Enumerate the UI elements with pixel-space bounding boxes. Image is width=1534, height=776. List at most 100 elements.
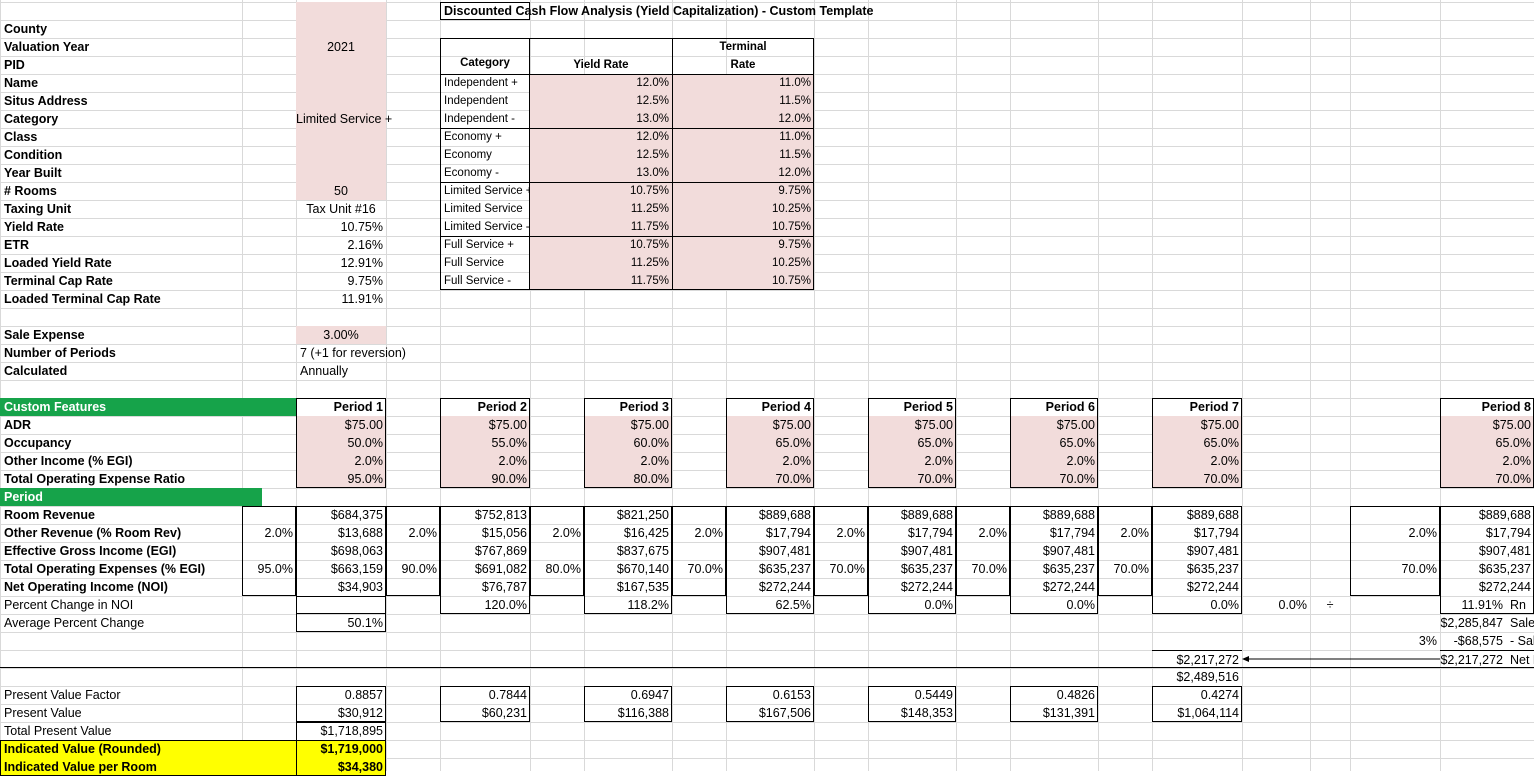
period-8-value[interactable]: $635,237 (1478, 562, 1531, 576)
period-5-value[interactable]: $272,244 (900, 580, 953, 594)
period-5-custom[interactable]: Period 5 (903, 400, 953, 414)
period-3-value[interactable]: 118.2% (627, 598, 669, 612)
rate-category[interactable]: Limited Service + (444, 185, 533, 197)
subject-value[interactable]: 12.91% (340, 256, 383, 270)
setting-value[interactable]: 3.00% (296, 326, 386, 344)
period-4-custom[interactable]: 2.0% (726, 452, 814, 470)
sheet-title[interactable]: Discounted Cash Flow Analysis (Yield Cap… (444, 4, 874, 18)
rate-category[interactable]: Full Service + (444, 239, 514, 251)
period-3-value[interactable]: $821,250 (616, 508, 669, 522)
period-2-value[interactable]: 120.0% (484, 598, 527, 612)
subject-label[interactable]: Taxing Unit (4, 202, 72, 216)
period-8-custom[interactable]: 2.0% (1440, 452, 1534, 470)
rate-yield[interactable]: 12.5% (530, 146, 672, 164)
rate-category[interactable]: Economy + (444, 131, 502, 143)
period-5-value[interactable]: $889,688 (900, 508, 953, 522)
period-4-value[interactable]: $17,794 (765, 526, 811, 540)
period-8-custom[interactable]: $75.00 (1440, 416, 1534, 434)
period-3-custom[interactable]: $75.00 (584, 416, 672, 434)
pv-value[interactable]: $30,912 (337, 706, 383, 720)
pv-label[interactable]: Present Value Factor (4, 688, 121, 702)
subject-value[interactable]: 50 (296, 182, 386, 200)
period-2-value[interactable]: $767,869 (474, 544, 527, 558)
period-7-custom[interactable]: 70.0% (1152, 470, 1242, 488)
pct-header[interactable]: % (407, 490, 419, 504)
period-1-custom[interactable]: $75.00 (296, 416, 386, 434)
pv-factor[interactable]: 0.6947 (630, 688, 669, 702)
period-7-custom[interactable]: 65.0% (1152, 434, 1242, 452)
rate-category[interactable]: Limited Service - (444, 221, 530, 233)
cashflow-label[interactable]: Effective Gross Income (EGI) (4, 544, 177, 558)
other-rev-pct[interactable]: 2.0% (836, 526, 866, 540)
subject-label[interactable]: Category (4, 112, 59, 126)
period-7-value[interactable]: 0.0% (1210, 598, 1240, 612)
pv-factor[interactable]: 0.7844 (488, 688, 527, 702)
rate-category[interactable]: Economy (444, 149, 492, 161)
period-5-custom[interactable]: 2.0% (868, 452, 956, 470)
period-7-value[interactable]: $17,794 (1193, 526, 1239, 540)
period-2-value[interactable]: $752,813 (474, 508, 527, 522)
period-5-custom[interactable]: 70.0% (868, 470, 956, 488)
period-3-custom[interactable]: 60.0% (584, 434, 672, 452)
rate-terminal[interactable]: 10.25% (672, 200, 814, 218)
period-1-value[interactable]: $684,375 (330, 508, 383, 522)
period-8-custom[interactable]: Period 8 (1481, 400, 1531, 414)
rate-header-rate[interactable]: Rate (730, 59, 756, 71)
period-number[interactable]: 8 (1524, 490, 1531, 504)
subject-label[interactable]: County (4, 22, 48, 36)
subject-label[interactable]: ETR (4, 238, 29, 252)
pv-value[interactable]: $60,231 (481, 706, 527, 720)
rate-header-yield[interactable]: Yield Rate (573, 59, 629, 71)
rate-yield[interactable]: 11.75% (530, 218, 672, 236)
period-8-value[interactable]: $17,794 (1485, 526, 1531, 540)
sale-price-label[interactable]: Sale Price (1510, 616, 1534, 630)
subject-value-blank[interactable] (296, 2, 386, 20)
other-rev-pct[interactable]: 2.0% (552, 526, 582, 540)
rate-category[interactable]: Limited Service (444, 203, 523, 215)
period-8-value[interactable]: $907,481 (1478, 544, 1531, 558)
pct-header[interactable]: % (835, 490, 847, 504)
custom-label[interactable]: Occupancy (4, 436, 72, 450)
rate-yield[interactable]: 11.25% (530, 254, 672, 272)
subject-label[interactable]: Year Built (4, 166, 62, 180)
other-rev-pct[interactable]: 2.0% (1120, 526, 1150, 540)
pv-factor[interactable]: 0.8857 (344, 688, 383, 702)
period-4-value[interactable]: $889,688 (758, 508, 811, 522)
period-6-value[interactable]: 0.0% (1066, 598, 1096, 612)
subject-label[interactable]: Condition (4, 148, 63, 162)
pv-value[interactable]: $116,388 (617, 706, 669, 720)
period-6-custom[interactable]: Period 6 (1045, 400, 1095, 414)
subject-value[interactable] (296, 74, 386, 92)
sale-exp[interactable]: -$68,575 (1453, 634, 1503, 648)
period-3-value[interactable]: $837,675 (616, 544, 669, 558)
rate-category[interactable]: Independent (444, 95, 508, 107)
pv-value[interactable]: $167,506 (758, 706, 811, 720)
subject-value[interactable] (296, 128, 386, 146)
period-6-value[interactable]: $17,794 (1049, 526, 1095, 540)
rate-yield[interactable]: 12.0% (530, 128, 672, 146)
period-1-custom[interactable]: Period 1 (333, 400, 383, 414)
rate-yield[interactable]: 12.0% (530, 74, 672, 92)
rate-category[interactable]: Full Service - (444, 275, 512, 287)
period-1-value[interactable]: $34,903 (337, 580, 383, 594)
period-1-value[interactable]: $698,063 (330, 544, 383, 558)
net-proceeds-label[interactable]: Net Proceeds (1506, 650, 1534, 668)
period-5-value[interactable]: $17,794 (907, 526, 953, 540)
period-4-value[interactable]: 62.5% (775, 598, 811, 612)
rate-yield[interactable]: 10.75% (530, 236, 672, 254)
period-1-value[interactable] (296, 596, 386, 614)
period-7-net-proceeds[interactable]: $2,217,272 (1152, 650, 1242, 668)
pv-label[interactable]: Present Value (4, 706, 82, 720)
period-7-value[interactable]: $635,237 (1186, 562, 1239, 576)
period-5-custom[interactable]: 65.0% (868, 434, 956, 452)
pct-header[interactable]: % (1119, 490, 1131, 504)
rate-yield[interactable]: 13.0% (530, 164, 672, 182)
sale-price[interactable]: $2,285,847 (1440, 616, 1503, 630)
period-5-value[interactable]: 0.0% (924, 598, 954, 612)
other-rev-pct[interactable]: 2.0% (1408, 526, 1438, 540)
period-6-value[interactable]: $889,688 (1042, 508, 1095, 522)
period-1-value[interactable]: $663,159 (330, 562, 383, 576)
subject-label[interactable]: Loaded Yield Rate (4, 256, 112, 270)
period-number[interactable]: 4 (804, 490, 811, 504)
period-3-value[interactable]: $16,425 (623, 526, 669, 540)
